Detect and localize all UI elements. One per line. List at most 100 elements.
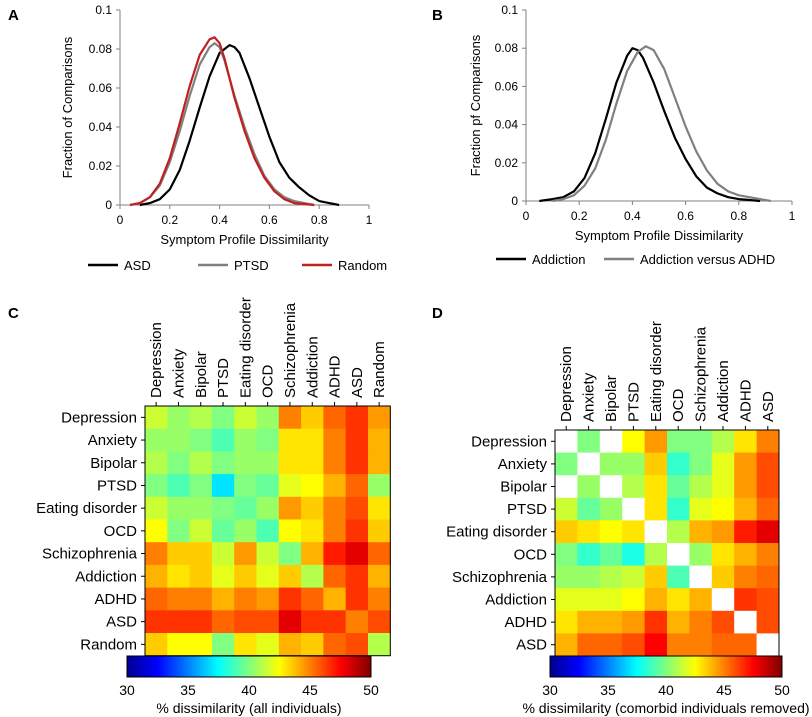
col-label: Anxiety	[581, 372, 598, 422]
heatmap-cell	[256, 406, 280, 430]
heatmap-cell	[555, 475, 578, 499]
heatmap-cell	[689, 475, 713, 499]
row-label: PTSD	[507, 501, 547, 518]
heatmap-cell	[622, 430, 646, 454]
heatmap-cell	[368, 587, 391, 611]
colorbar-tick-label: 50	[363, 682, 379, 698]
heatmap-cell	[555, 565, 578, 589]
heatmap-cell	[167, 474, 191, 498]
heatmap-cell	[145, 519, 168, 543]
series-line-ptsd	[129, 42, 315, 207]
heatmap-cell	[577, 543, 601, 567]
x-tick-label: 0.6	[261, 213, 278, 227]
series-line-addiction-versus-adhd	[552, 45, 771, 203]
heatmap-cell	[555, 633, 578, 657]
heatmap-cell	[278, 610, 302, 634]
panel-label-a: A	[8, 7, 19, 24]
heatmap-cell	[323, 633, 347, 657]
heatmap-cell	[167, 406, 191, 430]
heatmap-cell	[599, 610, 623, 634]
row-label: Schizophrenia	[452, 569, 548, 586]
heatmap-cell	[644, 565, 668, 589]
heatmap-cell	[368, 610, 391, 634]
heatmap-cell	[278, 428, 302, 452]
heatmap-cell	[211, 564, 235, 589]
heatmap-cell	[577, 588, 601, 612]
heatmap-cell	[301, 451, 324, 475]
heatmap-cell	[555, 520, 578, 544]
heatmap-cell	[599, 543, 623, 567]
heatmap-cell	[323, 542, 347, 566]
heatmap-cell	[368, 428, 391, 452]
heatmap-cell	[345, 633, 369, 657]
legend-label: PTSD	[234, 258, 269, 273]
series-line-asd	[139, 43, 340, 207]
colorbar	[549, 655, 783, 678]
x-tick-label: 0.2	[571, 209, 588, 223]
heatmap-cell	[555, 543, 578, 567]
row-label: OCD	[104, 523, 138, 540]
y-axis-label: Fraction pf Comparisons	[468, 34, 483, 176]
heatmap-cell	[211, 633, 235, 657]
heatmap-cell	[711, 565, 735, 589]
col-label: Schizophrenia	[693, 326, 710, 422]
heatmap-cell	[256, 610, 280, 634]
heatmap-cell	[345, 610, 369, 634]
heatmap-cell	[345, 564, 369, 589]
heatmap-cell	[622, 497, 646, 521]
heatmap-cell	[256, 474, 280, 498]
y-tick-label: 0.1	[501, 3, 518, 17]
heatmap-cell	[323, 451, 347, 475]
heatmap-cell	[667, 633, 690, 657]
heatmap-cell	[145, 542, 168, 566]
heatmap-cell	[167, 587, 191, 611]
y-axis-label: Fraction of Comparisons	[60, 36, 75, 178]
heatmap-cell	[278, 587, 302, 611]
heatmap-cell	[711, 430, 735, 454]
heatmap-cell	[189, 587, 213, 611]
heatmap-cell	[301, 406, 324, 430]
heatmap-cell	[368, 406, 391, 430]
heatmap-cell	[711, 475, 735, 499]
heatmap-cell	[644, 633, 668, 657]
heatmap-cell	[301, 496, 324, 520]
heatmap-cell	[577, 452, 601, 476]
heatmap-cell	[211, 610, 235, 634]
heatmap-cell	[689, 565, 713, 589]
col-label: ADHD	[327, 355, 344, 398]
y-tick-label: 0	[105, 198, 112, 212]
heatmap-cell	[189, 610, 213, 634]
heatmap-cell	[734, 565, 758, 589]
heatmap-cell	[211, 519, 235, 543]
heatmap-cell	[756, 588, 780, 612]
heatmap-cell	[167, 542, 191, 566]
heatmap-cell	[145, 564, 168, 589]
heatmap-cell	[256, 451, 280, 475]
heatmap-cell	[167, 633, 191, 657]
y-tick-label: 0.08	[495, 41, 519, 55]
x-tick-label: 0.6	[677, 209, 694, 223]
heatmap-cell	[345, 587, 369, 611]
row-label: Anxiety	[498, 456, 548, 473]
x-tick-label: 0	[523, 209, 530, 223]
heatmap-cell	[345, 542, 369, 566]
col-label: OCD	[670, 389, 687, 423]
panel-label-c: C	[8, 305, 19, 322]
col-label: Random	[371, 341, 388, 398]
row-label: ADHD	[504, 614, 547, 631]
row-label: Bipolar	[500, 479, 547, 496]
heatmap-cell	[689, 610, 713, 634]
heatmap-cell	[256, 428, 280, 452]
heatmap-cell	[368, 519, 391, 543]
heatmap-cell	[145, 496, 168, 520]
heatmap-cell	[644, 543, 668, 567]
row-label: Addiction	[485, 592, 547, 609]
col-label: Depression	[148, 322, 165, 398]
heatmap-cell	[211, 428, 235, 452]
heatmap-cell	[667, 475, 690, 499]
heatmap-cell	[622, 588, 646, 612]
x-tick-label: 0	[117, 213, 124, 227]
heatmap-cell	[167, 519, 191, 543]
heatmap-cell	[689, 497, 713, 521]
heatmap-cell	[756, 633, 780, 657]
